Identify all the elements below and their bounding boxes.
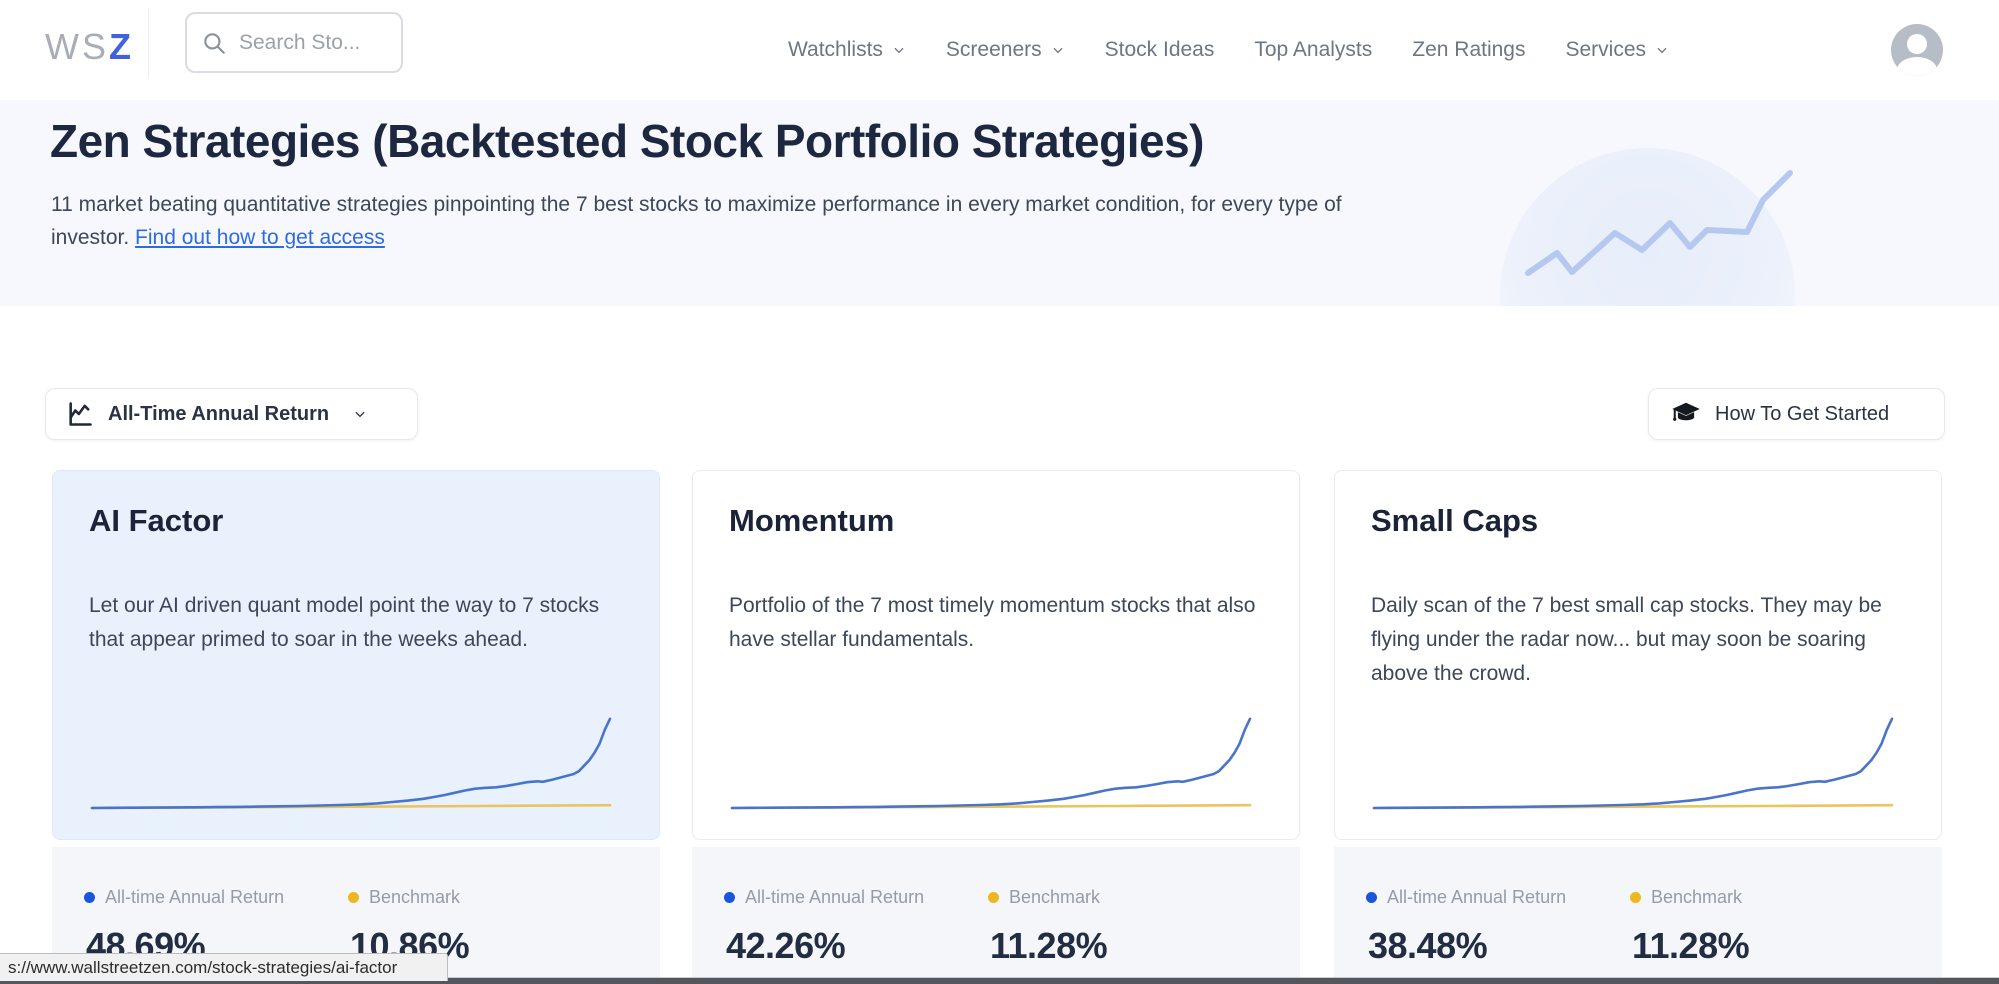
- page-title: Zen Strategies (Backtested Stock Portfol…: [50, 115, 1204, 167]
- legend-annual-return: All-time Annual Return: [84, 887, 284, 908]
- stats-footer-small-caps: All-time Annual Return Benchmark 38.48% …: [1334, 847, 1942, 984]
- window-bottom-edge: [0, 978, 1999, 984]
- metric-dropdown-label: All-Time Annual Return: [108, 402, 330, 425]
- legend-benchmark: Benchmark: [1630, 887, 1742, 908]
- chevron-down-icon: [1657, 47, 1667, 54]
- card-title: Momentum: [729, 503, 895, 538]
- page-subtitle: 11 market beating quantitative strategie…: [51, 188, 1401, 254]
- legend-benchmark: Benchmark: [988, 887, 1100, 908]
- hero-section: Zen Strategies (Backtested Stock Portfol…: [0, 100, 1999, 306]
- blue-dot-icon: [1366, 892, 1377, 903]
- subtitle-text: 11 market beating quantitative strategie…: [51, 193, 1342, 249]
- performance-sparkline-chart: [730, 717, 1252, 810]
- annual-return-value: 38.48%: [1368, 925, 1488, 966]
- graduation-cap-icon: [1672, 402, 1700, 421]
- search-input[interactable]: [239, 30, 387, 55]
- nav-item-label: Services: [1565, 38, 1647, 61]
- nav-item-zen-ratings[interactable]: Zen Ratings: [1412, 38, 1525, 62]
- nav-item-screeners[interactable]: Screeners: [946, 38, 1065, 62]
- legend-annual-return: All-time Annual Return: [1366, 887, 1566, 908]
- benchmark-value: 11.28%: [1632, 925, 1750, 966]
- get-access-link[interactable]: Find out how to get access: [135, 226, 385, 249]
- get-started-label: How To Get Started: [1715, 402, 1890, 425]
- nav-item-watchlists[interactable]: Watchlists: [788, 38, 906, 62]
- nav-item-label: Watchlists: [788, 38, 883, 61]
- nav-item-services[interactable]: Services: [1566, 38, 1670, 62]
- avatar-person-icon: [1897, 57, 1937, 76]
- strategy-card-momentum[interactable]: Momentum Portfolio of the 7 most timely …: [692, 470, 1300, 840]
- nav-item-label: Zen Ratings: [1412, 38, 1526, 61]
- yellow-dot-icon: [988, 892, 999, 903]
- card-description: Portfolio of the 7 most timely momentum …: [729, 594, 1256, 651]
- nav-item-label: Screeners: [945, 38, 1042, 61]
- nav-divider: [148, 8, 149, 78]
- how-to-get-started-button[interactable]: How To Get Started: [1648, 388, 1945, 440]
- line-chart-icon: [69, 402, 92, 426]
- chevron-down-icon: [894, 47, 904, 54]
- avatar-person-icon: [1907, 34, 1927, 54]
- nav-item-label: Top Analysts: [1254, 38, 1373, 61]
- card-title: AI Factor: [89, 503, 224, 538]
- logo-text-z: Z: [109, 26, 134, 67]
- chevron-down-icon: [1053, 47, 1063, 54]
- nav-item-label: Stock Ideas: [1104, 38, 1215, 61]
- card-description: Daily scan of the 7 best small cap stock…: [1371, 594, 1882, 685]
- yellow-dot-icon: [348, 892, 359, 903]
- link-preview-status-bar: s://www.wallstreetzen.com/stock-strategi…: [0, 953, 448, 981]
- strategy-card-small-caps[interactable]: Small Caps Daily scan of the 7 best smal…: [1334, 470, 1942, 840]
- bottom-divider: [0, 977, 1999, 978]
- metric-dropdown-button[interactable]: All-Time Annual Return: [45, 388, 418, 440]
- search-icon: [204, 32, 225, 54]
- annual-return-value: 42.26%: [726, 925, 846, 966]
- strategy-card-ai-factor[interactable]: AI Factor Let our AI driven quant model …: [52, 470, 660, 840]
- main-nav-menu: Watchlists Screeners Stock Ideas Top Ana…: [788, 0, 1669, 100]
- nav-item-top-analysts[interactable]: Top Analysts: [1254, 38, 1372, 62]
- legend-label: All-time Annual Return: [105, 887, 285, 907]
- blue-dot-icon: [84, 892, 95, 903]
- logo-text-ws: WS: [45, 26, 109, 67]
- legend-label: Benchmark: [1651, 887, 1743, 907]
- status-url-text: s://www.wallstreetzen.com/stock-strategi…: [8, 957, 398, 977]
- performance-sparkline-chart: [1372, 717, 1894, 810]
- legend-label: All-time Annual Return: [1387, 887, 1567, 907]
- stats-footer-momentum: All-time Annual Return Benchmark 42.26% …: [692, 847, 1300, 984]
- nav-item-stock-ideas[interactable]: Stock Ideas: [1105, 38, 1215, 62]
- legend-label: All-time Annual Return: [745, 887, 925, 907]
- stock-search-box[interactable]: [185, 12, 403, 73]
- benchmark-value: 11.28%: [990, 925, 1108, 966]
- card-title: Small Caps: [1371, 503, 1539, 538]
- hero-trend-line-graphic: [1525, 170, 1793, 276]
- yellow-dot-icon: [1630, 892, 1641, 903]
- chevron-down-icon: [355, 411, 365, 418]
- legend-annual-return: All-time Annual Return: [724, 887, 924, 908]
- legend-label: Benchmark: [1009, 887, 1101, 907]
- wsz-logo[interactable]: WSZ: [45, 26, 134, 68]
- legend-benchmark: Benchmark: [348, 887, 460, 908]
- top-navbar: WSZ Watchlists Screeners Stock Ideas: [0, 0, 1999, 100]
- blue-dot-icon: [724, 892, 735, 903]
- performance-sparkline-chart: [90, 717, 612, 810]
- user-avatar-button[interactable]: [1891, 24, 1943, 76]
- card-description: Let our AI driven quant model point the …: [89, 594, 600, 651]
- legend-label: Benchmark: [369, 887, 461, 907]
